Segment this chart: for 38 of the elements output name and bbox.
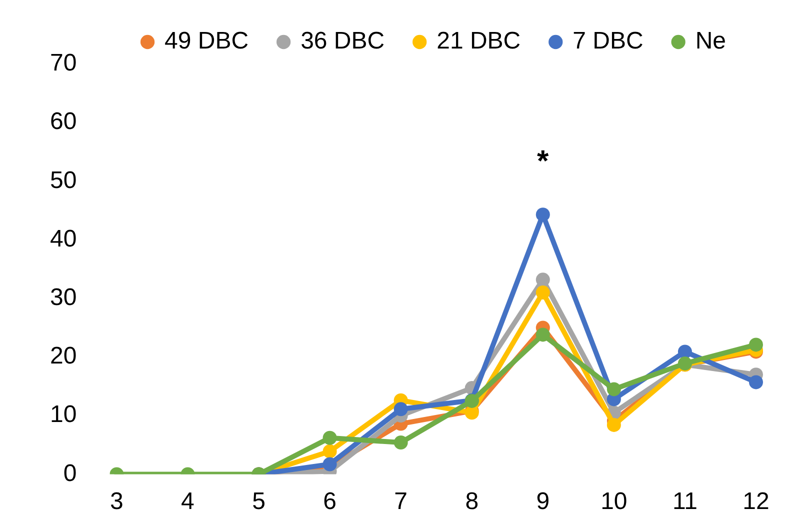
point: [322, 457, 337, 472]
point: [394, 436, 408, 450]
point: [606, 418, 621, 432]
point: [536, 328, 550, 342]
point: [536, 286, 550, 300]
x-tick-label: 7: [394, 488, 408, 516]
y-tick-label: 60: [50, 108, 77, 136]
y-tick-label: 50: [50, 166, 77, 194]
x-tick-label: 3: [110, 488, 124, 516]
legend-label: 21 DBC: [436, 28, 521, 55]
point: [536, 208, 550, 222]
x-tick-label: 12: [742, 488, 770, 516]
point: [606, 382, 621, 396]
y-tick-label: 0: [63, 460, 77, 487]
annotation: *: [537, 144, 550, 178]
legend-label: 7 DBC: [572, 28, 644, 55]
legend-label: Ne: [695, 28, 726, 55]
x-tick-label: 6: [323, 488, 336, 516]
y-tick-label: 30: [50, 284, 77, 312]
point: [394, 402, 408, 416]
point: [322, 444, 337, 458]
x-tick-label: 8: [465, 488, 479, 516]
y-tick-label: 70: [50, 50, 77, 77]
y-tick-label: 10: [50, 401, 77, 428]
point: [678, 344, 692, 359]
x-tick-label: 9: [536, 488, 550, 516]
point: [749, 375, 763, 390]
point: [536, 272, 550, 287]
x-tick-label: 11: [672, 488, 698, 516]
x-tick-label: 4: [181, 488, 194, 516]
legend-label: 36 DBC: [300, 28, 385, 55]
point: [749, 338, 763, 352]
y-tick-label: 40: [50, 225, 77, 252]
x-tick-label: 5: [252, 488, 266, 516]
y-tick-label: 20: [50, 342, 77, 370]
point: [322, 430, 337, 445]
legend-label: 49 DBC: [164, 28, 249, 55]
x-tick-label: 10: [600, 488, 628, 516]
